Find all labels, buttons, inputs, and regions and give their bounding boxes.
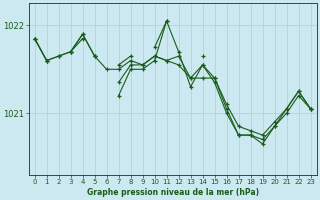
X-axis label: Graphe pression niveau de la mer (hPa): Graphe pression niveau de la mer (hPa) xyxy=(86,188,259,197)
